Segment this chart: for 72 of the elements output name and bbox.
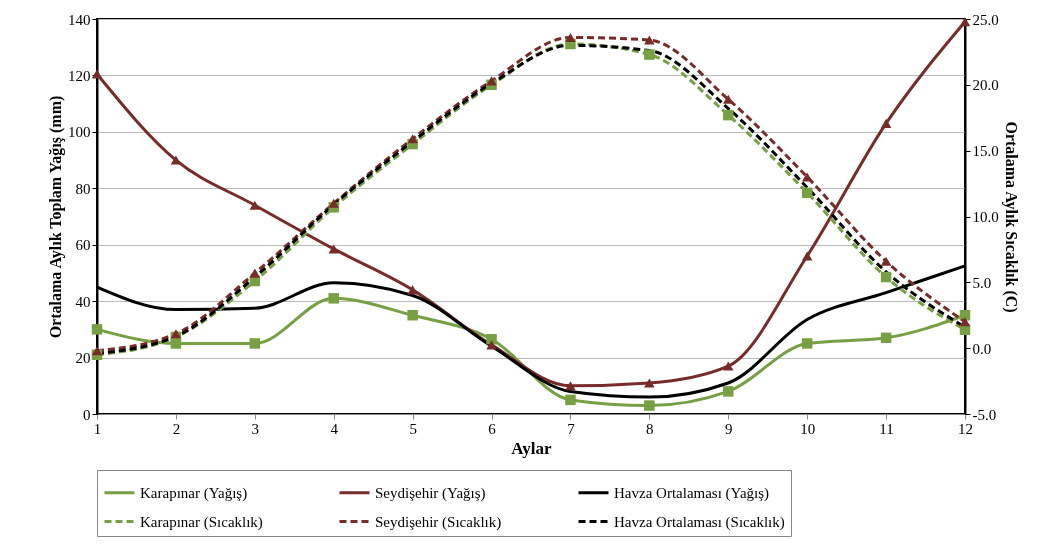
x-tick-label: 6 — [488, 420, 497, 437]
point — [328, 198, 339, 208]
point — [328, 244, 339, 254]
point — [723, 94, 734, 104]
x-tick-label: 2 — [172, 420, 181, 437]
y-tick-label: 20 — [75, 350, 91, 367]
y2-tick-label: 20.0 — [972, 77, 999, 94]
x-tick-label: 7 — [567, 420, 576, 437]
legend-label: Havza Ortalaması (Sıcaklık) — [614, 513, 785, 531]
point — [880, 256, 892, 266]
x-tick-label: 3 — [251, 420, 260, 437]
point — [801, 187, 813, 199]
point — [91, 69, 103, 79]
point — [880, 332, 892, 344]
point — [565, 32, 576, 42]
y2-tick-label: -5.0 — [972, 406, 997, 423]
point — [801, 172, 813, 182]
y-tick-label: 80 — [75, 180, 91, 197]
y-tick-label: 40 — [75, 293, 91, 310]
point — [801, 338, 813, 349]
point — [644, 378, 655, 388]
y-tick-label: 120 — [68, 67, 91, 84]
point — [486, 340, 497, 350]
x-tick-label: 11 — [879, 420, 894, 437]
y2-tick-label: 25.0 — [972, 11, 999, 28]
point — [644, 49, 655, 60]
point — [486, 76, 497, 86]
point — [328, 293, 339, 304]
point — [407, 310, 418, 321]
y-tick-label: 0 — [83, 406, 91, 423]
y-tick-label: 140 — [68, 11, 91, 28]
legend-label: Karapınar (Yağış) — [140, 484, 248, 502]
point — [880, 271, 892, 283]
y2-tick-label: 10.0 — [972, 209, 999, 225]
y2-tick-label: 0.0 — [972, 340, 992, 357]
x-tick-label: 12 — [958, 420, 973, 437]
point — [407, 285, 418, 295]
point — [644, 400, 655, 411]
point — [565, 381, 576, 391]
point — [407, 134, 418, 144]
point — [644, 35, 655, 45]
point — [170, 329, 182, 339]
legend-label: Havza Ortalaması (Yağış) — [614, 484, 770, 502]
point — [91, 324, 103, 335]
point — [565, 394, 576, 406]
point — [723, 109, 734, 121]
point — [723, 386, 734, 397]
point — [91, 346, 103, 356]
x-tick-label: 8 — [646, 420, 654, 437]
x-tick-label: 10 — [800, 420, 816, 437]
point — [249, 268, 261, 278]
y2-axis-title: Ortalama Aylık Sıcaklık (C) — [1001, 121, 1020, 313]
y-axis-title: Ortalama Aylık Toplam Yağış (mm) — [47, 95, 65, 339]
x-tick-label: 5 — [409, 420, 417, 437]
legend-label: Seydişehir (Yağış) — [375, 484, 486, 502]
point — [959, 17, 971, 27]
x-axis-title: Aylar — [511, 438, 553, 458]
x-tick-label: 1 — [93, 420, 102, 437]
point — [723, 361, 734, 371]
point — [801, 251, 813, 261]
legend-label: Seydişehir (Sıcaklık) — [375, 513, 502, 531]
point — [880, 118, 892, 128]
x-tick-label: 4 — [330, 420, 339, 437]
y-tick-label: 100 — [68, 124, 91, 141]
x-tick-label: 9 — [725, 420, 733, 437]
y2-tick-label: 15.0 — [972, 143, 999, 160]
point — [249, 338, 261, 349]
point — [249, 200, 261, 210]
y-tick-label: 60 — [75, 237, 91, 254]
legend-label: Karapınar (Sıcaklık) — [140, 513, 263, 531]
y2-tick-label: 5.0 — [972, 274, 992, 291]
point — [959, 317, 971, 327]
